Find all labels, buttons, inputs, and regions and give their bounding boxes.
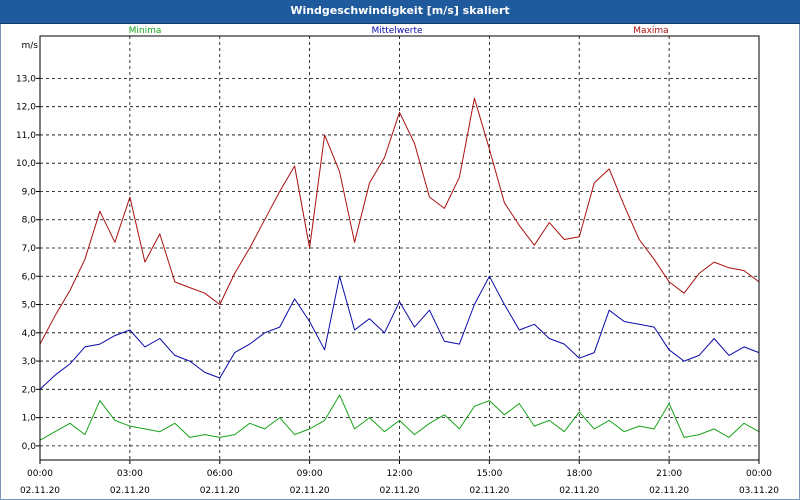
x-tick-time: 00:00 [27, 469, 53, 479]
x-tick-time: 00:00 [746, 469, 772, 479]
y-tick-label: 12,0 [16, 103, 36, 113]
legend-minima: Minima [129, 26, 162, 36]
plot-area-border [39, 35, 760, 461]
x-tick-date: 02.11.20 [379, 486, 419, 496]
y-axis: 0,0 1,0 2,0 3,0 4,0 5,0 6,0 7,0 8,0 9,0 10,0 11,0 12… [16, 74, 40, 452]
x-tick-time: 03:00 [117, 469, 143, 479]
y-tick-label: 5,0 [22, 301, 37, 311]
x-tick-date: 02.11.20 [110, 486, 150, 496]
legend-mittelwerte: Mittelwerte [371, 26, 422, 36]
series-line-maxima [39, 97, 760, 345]
x-tick-time: 21:00 [656, 469, 682, 479]
y-axis-label: m/s [22, 41, 39, 51]
x-tick-time: 18:00 [566, 469, 592, 479]
y-tick-label: 4,0 [22, 329, 37, 339]
grid [40, 36, 759, 460]
window-title: Windgeschwindigkeit [m/s] skaliert [290, 4, 510, 17]
y-tick-label: 9,0 [22, 187, 37, 197]
y-tick-label: 10,0 [16, 159, 36, 169]
series-lines [39, 97, 760, 441]
x-tick-time: 15:00 [476, 469, 502, 479]
x-tick-time: 12:00 [387, 469, 413, 479]
window-titlebar: Windgeschwindigkeit [m/s] skaliert [0, 0, 800, 24]
x-tick-date: 02.11.20 [20, 486, 60, 496]
y-tick-label: 1,0 [22, 414, 37, 424]
legend: Minima Mittelwerte Maxima [129, 26, 669, 36]
x-axis: 00:00 02.11.20 03:00 02.11.20 06:00 02.11.20 0… [20, 460, 779, 496]
x-tick-time: 06:00 [207, 469, 233, 479]
x-tick-date: 02.11.20 [559, 486, 599, 496]
line-chart: m/s Minima Mittelwerte Maxima 0,0 1,0 2,0 3… [16, 26, 779, 496]
y-tick-label: 6,0 [22, 272, 37, 282]
y-tick-label: 7,0 [22, 244, 37, 254]
y-tick-label: 2,0 [22, 385, 37, 395]
x-tick-date: 02.11.20 [469, 486, 509, 496]
x-tick-time: 09:00 [297, 469, 323, 479]
series-line-minima [39, 394, 760, 441]
y-tick-label: 13,0 [16, 74, 36, 84]
series-line-mittelwerte [39, 275, 760, 390]
legend-maxima: Maxima [633, 26, 668, 36]
y-tick-label: 8,0 [22, 216, 37, 226]
x-tick-date: 02.11.20 [200, 486, 240, 496]
y-tick-label: 3,0 [22, 357, 37, 367]
x-tick-date: 02.11.20 [290, 486, 330, 496]
x-tick-date: 02.11.20 [649, 486, 689, 496]
y-tick-label: 11,0 [16, 131, 36, 141]
y-tick-label: 0,0 [22, 442, 37, 452]
x-tick-date: 03.11.20 [739, 486, 779, 496]
